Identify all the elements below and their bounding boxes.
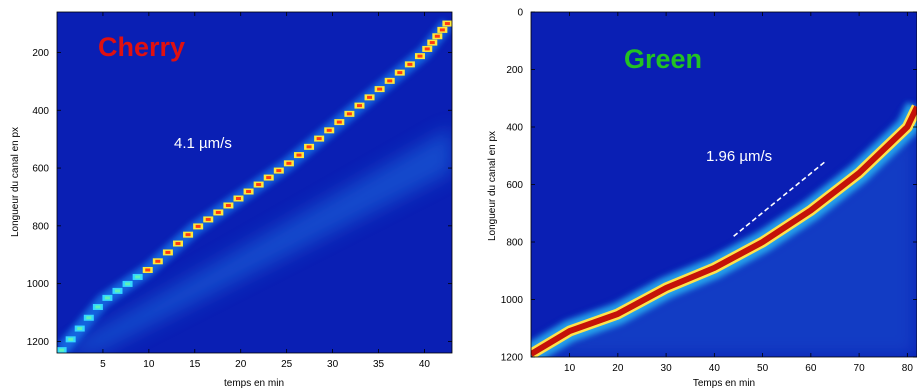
fit-dashed-line [733, 160, 826, 237]
panel-label: Green [624, 44, 702, 74]
x-tick-label: 70 [854, 363, 866, 374]
trace-block-core [165, 250, 171, 254]
y-tick-label: 1000 [501, 295, 524, 306]
x-axis-label: Temps en min [693, 378, 755, 389]
trace-block-core [439, 28, 445, 32]
y-tick-label: 800 [506, 238, 523, 249]
trace-block-core [367, 95, 373, 99]
x-tick-label: 10 [564, 363, 576, 374]
trace-block-core [155, 259, 161, 263]
trace-block-core [397, 71, 403, 75]
y-tick-label: 1000 [27, 279, 50, 290]
trace-block-core [316, 137, 322, 141]
trace-block-core [276, 169, 282, 173]
trace-block-core [326, 128, 332, 132]
trace-block-core [205, 217, 211, 221]
trace-block-core [387, 79, 393, 83]
x-tick-label: 40 [709, 363, 721, 374]
y-tick-label: 400 [506, 123, 523, 134]
trace-block-core [246, 190, 252, 194]
y-tick-label: 600 [506, 180, 523, 191]
trace-block-core [235, 196, 241, 200]
x-tick-label: 40 [419, 359, 431, 370]
trace-block-core [145, 268, 151, 272]
y-tick-label: 1200 [27, 337, 50, 348]
trace-block-core [114, 289, 120, 293]
x-tick-label: 20 [235, 359, 247, 370]
diffuse-band [57, 127, 452, 353]
trace-block-core [77, 327, 83, 331]
trace-block-core [95, 305, 101, 309]
heatmap-layer [531, 102, 917, 357]
y-tick-label: 400 [32, 106, 49, 117]
trace-block-core [417, 54, 423, 58]
chart-cherry: 5 10 15 20 25 30 35 40 200 400 600 800 1000 1200 Che… [10, 11, 453, 389]
x-axis: 5 10 15 20 25 30 35 40 [100, 12, 430, 370]
trace-block-core [135, 275, 141, 279]
x-tick-label: 20 [612, 363, 624, 374]
trace-block-core [429, 41, 435, 45]
trace-block-core [59, 348, 65, 352]
speed-annotation: 1.96 µm/s [706, 148, 772, 165]
x-tick-label: 5 [100, 359, 106, 370]
y-tick-label: 600 [32, 164, 49, 175]
trace-block-core [195, 224, 201, 228]
trace-block-core [175, 242, 181, 246]
heatmap-layer [57, 19, 452, 353]
trace-block-core [306, 145, 312, 149]
trace-core [531, 105, 917, 357]
y-axis-label: Longueur du canal en px [487, 131, 498, 241]
trace-block-core [215, 210, 221, 214]
x-tick-label: 60 [805, 363, 817, 374]
x-tick-label: 25 [281, 359, 293, 370]
x-tick-label: 30 [327, 359, 339, 370]
trace-block-core [434, 34, 440, 38]
trace-block-core [225, 203, 231, 207]
trace-block-core [296, 153, 302, 157]
trace-block-core [424, 47, 430, 51]
trace-block-core [68, 337, 74, 341]
x-tick-label: 30 [661, 363, 673, 374]
trace-block-core [336, 120, 342, 124]
trace-block-core [266, 176, 272, 180]
plot-frame [56, 11, 453, 354]
y-axis: 0 200 400 600 800 1000 1200 [501, 8, 917, 364]
trace-block-core [125, 282, 131, 286]
y-tick-label: 200 [32, 48, 49, 59]
x-tick-label: 35 [373, 359, 385, 370]
trace-block-core [256, 183, 262, 187]
x-tick-label: 15 [189, 359, 201, 370]
y-axis: 200 400 600 800 1000 1200 [27, 48, 452, 348]
trace-block-core [444, 22, 450, 26]
y-tick-label: 1200 [501, 353, 524, 364]
diffuse-band [531, 106, 917, 357]
panel-label: Cherry [98, 32, 185, 62]
y-tick-label: 800 [32, 221, 49, 232]
x-axis: 10 20 30 40 50 60 70 80 [564, 12, 913, 374]
y-axis-label: Longueur du canal en px [10, 127, 21, 237]
trace-block-core [356, 104, 362, 108]
chart-green: 10 20 30 40 50 60 70 80 0 200 400 600 800 1000 1200 G… [487, 8, 917, 389]
x-tick-label: 10 [143, 359, 155, 370]
x-tick-label: 50 [757, 363, 769, 374]
trace-block-core [377, 87, 383, 91]
trace-block-core [286, 161, 292, 165]
trace-block-core [104, 296, 110, 300]
x-tick-label: 80 [902, 363, 914, 374]
y-tick-label: 200 [506, 65, 523, 76]
x-axis-label: temps en min [224, 378, 284, 389]
trace-block-core [185, 233, 191, 237]
trace-block-core [346, 112, 352, 116]
trace-block-core [407, 62, 413, 66]
speed-annotation: 4.1 µm/s [174, 135, 232, 152]
trace-block-core [86, 316, 92, 320]
y-tick-label: 0 [517, 8, 523, 19]
